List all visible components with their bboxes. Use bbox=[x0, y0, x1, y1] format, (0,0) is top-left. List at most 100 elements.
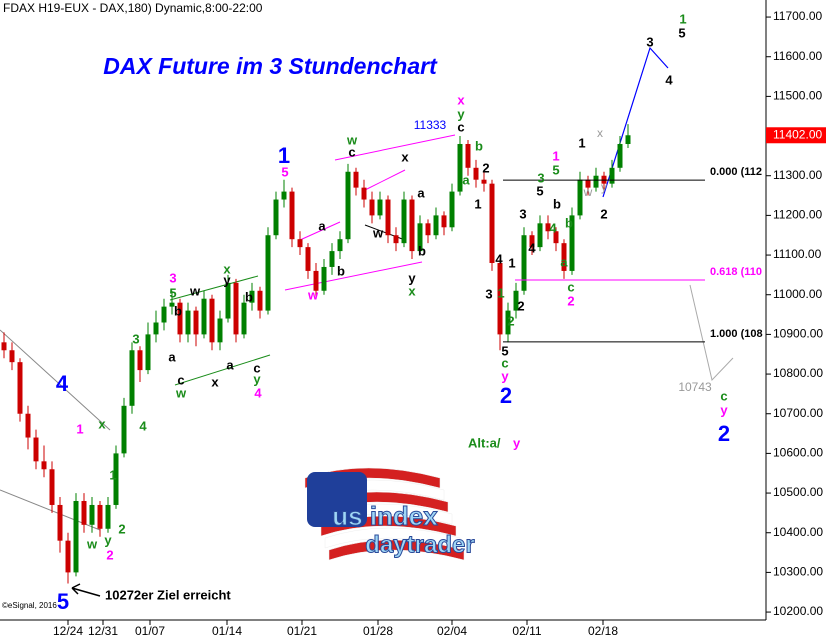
x-tick-label: 01/07 bbox=[135, 624, 165, 638]
y-tick-label: 11700.00 bbox=[773, 9, 822, 23]
candle-body bbox=[385, 199, 391, 236]
wave-label: y bbox=[513, 435, 521, 450]
trend-line bbox=[334, 134, 456, 161]
wave-label: c bbox=[567, 279, 574, 294]
wave-label: y bbox=[253, 371, 261, 386]
candle-body bbox=[49, 469, 55, 505]
x-tick-label: 12/24 bbox=[53, 624, 83, 638]
wave-label: 11333 bbox=[414, 118, 447, 132]
wave-label: y bbox=[720, 402, 728, 417]
wave-label: c bbox=[177, 372, 184, 387]
wave-label: 2 bbox=[507, 313, 514, 328]
candle-body bbox=[153, 322, 159, 335]
candle-body bbox=[137, 350, 143, 371]
wave-label: 1 bbox=[109, 467, 116, 482]
candle-body bbox=[321, 266, 327, 291]
candle-body bbox=[345, 171, 351, 240]
wave-label: 4 bbox=[665, 72, 673, 87]
wave-label: x bbox=[211, 374, 219, 389]
candle-body bbox=[41, 461, 47, 470]
candle-body bbox=[577, 179, 583, 216]
wave-label: c bbox=[348, 144, 355, 159]
candle-body bbox=[217, 318, 223, 343]
trend-line bbox=[169, 275, 259, 301]
candle-body bbox=[625, 135, 631, 144]
wave-label: 2 bbox=[517, 298, 524, 313]
candle-body bbox=[569, 215, 575, 271]
wave-label: 2 bbox=[600, 206, 607, 221]
wave-label: w bbox=[307, 287, 319, 302]
y-tick-label: 11200.00 bbox=[773, 208, 822, 222]
candle-body bbox=[33, 437, 39, 462]
candle-body bbox=[433, 215, 439, 236]
candle-body bbox=[441, 215, 447, 228]
wave-label: a bbox=[560, 254, 568, 269]
candle-body bbox=[25, 413, 31, 438]
wave-label: y bbox=[501, 368, 509, 383]
candle-body bbox=[393, 235, 399, 244]
trend-line bbox=[174, 354, 271, 386]
candle-body bbox=[81, 500, 87, 525]
wave-label: 4 bbox=[528, 240, 536, 255]
candle-body bbox=[545, 223, 551, 232]
wave-label: c bbox=[720, 388, 727, 403]
wave-label: 10272er Ziel erreicht bbox=[105, 587, 231, 602]
wave-label: 2 bbox=[500, 383, 512, 408]
wave-label: a bbox=[417, 185, 425, 200]
wave-label: x bbox=[597, 126, 603, 140]
candle-body bbox=[425, 223, 431, 236]
trend-line bbox=[284, 261, 423, 291]
wave-label: 2 bbox=[106, 547, 113, 562]
candle-body bbox=[97, 504, 103, 529]
header: FDAX H19-EUX - DAX,180) Dynamic,8:00-22:… bbox=[3, 1, 263, 15]
candle-body bbox=[617, 143, 623, 168]
wave-label: 1 bbox=[76, 421, 83, 436]
candle-body bbox=[449, 191, 455, 228]
candle-body bbox=[377, 199, 383, 216]
candle-body bbox=[9, 350, 15, 363]
wave-label: x bbox=[98, 416, 106, 431]
wave-label: 1 bbox=[679, 11, 686, 26]
wave-label: c bbox=[457, 119, 464, 134]
wave-label: y bbox=[457, 106, 465, 121]
logo-text: daytrader bbox=[365, 531, 474, 558]
candle-body bbox=[105, 504, 111, 529]
wave-label: b bbox=[418, 243, 426, 258]
y-tick-label: 11300.00 bbox=[773, 168, 822, 182]
wave-label: 1 bbox=[552, 148, 559, 163]
last-price-box bbox=[766, 127, 826, 144]
wave-label: 2 bbox=[718, 421, 730, 446]
candle-body bbox=[289, 191, 295, 240]
candle-body bbox=[409, 199, 415, 252]
trend-line bbox=[689, 284, 734, 382]
wave-label: 2 bbox=[118, 521, 125, 536]
wave-label: 1 bbox=[474, 196, 481, 211]
x-tick-label: 02/11 bbox=[512, 624, 541, 638]
candle-body bbox=[193, 310, 199, 335]
logo-stripe bbox=[324, 527, 461, 549]
wave-label: a bbox=[318, 218, 326, 233]
candle-body bbox=[353, 171, 359, 188]
wave-label: 3 bbox=[485, 286, 492, 301]
y-tick-label: 11100.00 bbox=[773, 247, 822, 261]
wave-label: a bbox=[226, 357, 234, 372]
logo-text: us index bbox=[332, 501, 438, 531]
wave-label: b bbox=[553, 196, 561, 211]
y-tick-label: 10600.00 bbox=[773, 446, 823, 460]
plot-area: 0.000 (112 0.618 (110 1.000 (108 bbox=[0, 46, 763, 584]
wave-label: w bbox=[175, 385, 187, 400]
wave-label: 4 bbox=[139, 418, 147, 433]
y-tick-label: 10700.00 bbox=[773, 406, 823, 420]
wave-label: 5 bbox=[169, 285, 176, 300]
candle-body bbox=[313, 270, 319, 291]
wave-label: 3 bbox=[519, 206, 526, 221]
candle-body bbox=[113, 453, 119, 505]
candle-body bbox=[17, 362, 23, 414]
candle-body bbox=[145, 334, 151, 371]
candle-body bbox=[209, 298, 215, 343]
wave-label: 10743 bbox=[678, 380, 712, 394]
candle-body bbox=[417, 223, 423, 252]
fib-label: 0.000 (112 bbox=[710, 166, 762, 178]
wave-label: 3 bbox=[646, 34, 653, 49]
